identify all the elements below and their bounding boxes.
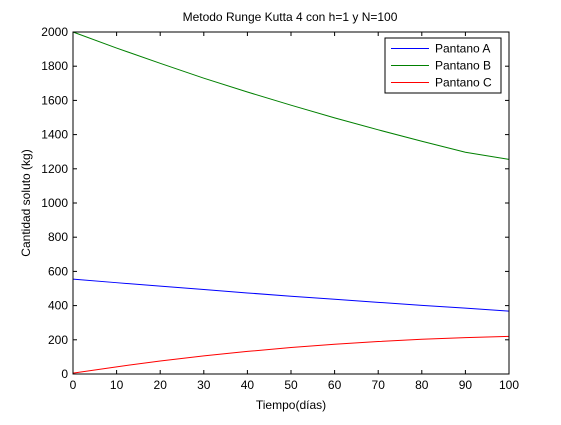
y-axis: 0 200 400 600 800 1000 1200 1400 1600 1800 2000 [41, 25, 509, 381]
x-tick-label: 0 [70, 378, 77, 392]
y-tick-label: 1600 [41, 93, 68, 107]
legend-label: Pantano A [435, 42, 490, 56]
x-tick-label: 80 [415, 378, 429, 392]
x-tick-label: 60 [328, 378, 342, 392]
y-tick-label: 600 [48, 264, 68, 278]
legend: Pantano A Pantano B Pantano C [384, 37, 502, 94]
x-tick-label: 90 [459, 378, 473, 392]
x-tick-label: 30 [197, 378, 211, 392]
x-tick-label: 40 [241, 378, 255, 392]
y-tick-label: 2000 [41, 25, 68, 39]
y-tick-label: 800 [48, 230, 68, 244]
y-tick-label: 200 [48, 333, 68, 347]
series-line-pantano-a [72, 278, 510, 312]
y-tick-label: 1400 [41, 128, 68, 142]
legend-label: Pantano B [435, 59, 491, 73]
x-tick-label: 20 [154, 378, 168, 392]
series-line-pantano-b [72, 31, 510, 160]
series-line-pantano-c [72, 335, 510, 374]
y-tick-label: 1200 [41, 162, 68, 176]
legend-label: Pantano C [435, 76, 492, 90]
y-tick-label: 1000 [41, 196, 68, 210]
y-axis-label: Cantidad soluto (kg) [19, 149, 33, 256]
y-tick-label: 0 [61, 367, 68, 381]
series-layer [72, 31, 510, 374]
y-tick-label: 400 [48, 299, 68, 313]
y-tick-label: 1800 [41, 59, 68, 73]
x-tick-label: 10 [110, 378, 124, 392]
x-tick-label: 100 [499, 378, 519, 392]
x-tick-label: 70 [372, 378, 386, 392]
x-tick-label: 50 [284, 378, 298, 392]
chart-title: Metodo Runge Kutta 4 con h=1 y N=100 [183, 10, 398, 24]
x-axis-label: Tiempo(días) [256, 398, 326, 412]
x-axis: 0 10 20 30 40 50 60 70 80 90 100 [70, 32, 519, 392]
